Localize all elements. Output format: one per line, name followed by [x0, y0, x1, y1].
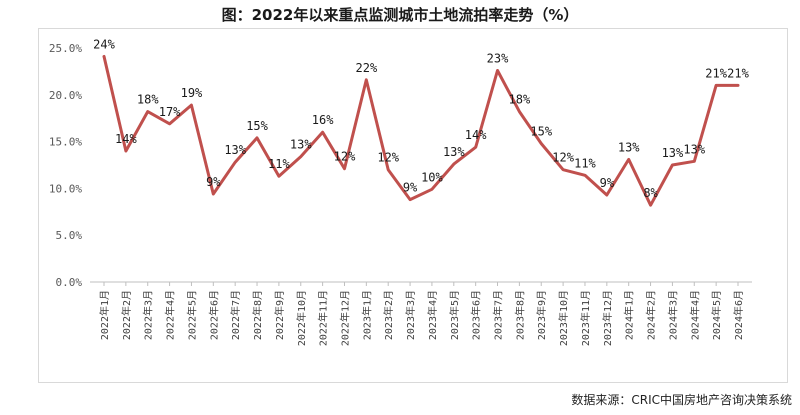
- data-label: 14%: [115, 132, 137, 146]
- data-label: 9%: [206, 175, 221, 189]
- data-label: 10%: [421, 170, 443, 184]
- data-label: 8%: [643, 186, 658, 200]
- data-label: 22%: [356, 61, 378, 75]
- data-label: 11%: [574, 156, 596, 170]
- x-tick-label: 2023年9月: [535, 290, 548, 340]
- data-label: 18%: [137, 93, 159, 107]
- data-label: 16%: [312, 113, 334, 127]
- x-tick-label: 2023年6月: [470, 290, 483, 340]
- series-line: [102, 54, 740, 207]
- x-tick-label: 2023年1月: [360, 290, 373, 340]
- data-label: 9%: [600, 176, 615, 190]
- data-label: 12%: [552, 151, 574, 165]
- x-tick-label: 2022年8月: [251, 290, 264, 340]
- x-tick-label: 2023年12月: [601, 290, 614, 346]
- source-note: 数据来源：CRIC中国房地产咨询决策系统: [571, 393, 792, 407]
- x-tick-label: 2023年5月: [448, 290, 461, 340]
- x-tick-label: 2023年10月: [557, 290, 570, 346]
- data-label: 15%: [530, 124, 552, 138]
- data-label: 21%: [727, 66, 749, 80]
- y-tick-label: 20.0%: [49, 89, 82, 102]
- data-label: 13%: [618, 140, 640, 154]
- x-tick-label: 2023年7月: [492, 290, 505, 340]
- data-label: 14%: [465, 128, 487, 142]
- data-label: 12%: [334, 150, 356, 164]
- x-tick-label: 2022年3月: [142, 290, 155, 340]
- x-tick-label: 2022年4月: [164, 290, 177, 340]
- x-tick-label: 2023年11月: [579, 290, 592, 346]
- data-label: 13%: [662, 146, 684, 160]
- x-tick-label: 2023年8月: [513, 290, 526, 340]
- x-tick-label: 2023年4月: [426, 290, 439, 340]
- data-label: 18%: [509, 93, 531, 107]
- x-tick-label: 2024年1月: [623, 290, 636, 340]
- x-tick-label: 2022年11月: [317, 290, 330, 346]
- data-label: 24%: [93, 37, 115, 51]
- chart-title: 图：2022年以来重点监测城市土地流拍率走势（%）: [221, 6, 579, 24]
- x-tick-label: 2024年4月: [688, 290, 701, 340]
- x-tick-label: 2022年1月: [98, 290, 111, 340]
- x-tick-label: 2022年10月: [295, 290, 308, 346]
- x-tick-label: 2022年12月: [338, 290, 351, 346]
- x-tick-label: 2023年3月: [404, 290, 417, 340]
- data-label: 19%: [181, 86, 203, 100]
- data-label: 15%: [246, 119, 268, 133]
- x-tick-label: 2022年7月: [229, 290, 242, 340]
- x-tick-label: 2024年2月: [645, 290, 658, 340]
- x-tick-label: 2024年6月: [732, 290, 745, 340]
- chart-frame: [38, 28, 788, 383]
- data-label: 13%: [290, 138, 312, 152]
- x-tick-label: 2024年3月: [666, 290, 679, 340]
- data-label: 23%: [487, 51, 509, 65]
- y-tick-label: 0.0%: [56, 276, 83, 289]
- data-label: 13%: [224, 143, 246, 157]
- data-label: 13%: [683, 142, 705, 156]
- data-label: 13%: [443, 145, 465, 159]
- x-tick-label: 2022年6月: [207, 290, 220, 340]
- y-tick-label: 5.0%: [56, 229, 83, 242]
- y-tick-label: 15.0%: [49, 136, 82, 149]
- x-tick-label: 2022年9月: [273, 290, 286, 340]
- data-label: 21%: [705, 66, 727, 80]
- y-tick-label: 25.0%: [49, 42, 82, 55]
- data-label: 11%: [268, 157, 290, 171]
- x-tick-label: 2022年5月: [185, 290, 198, 340]
- x-tick-label: 2024年5月: [710, 290, 723, 340]
- data-label: 12%: [377, 151, 399, 165]
- y-tick-label: 10.0%: [49, 182, 82, 195]
- x-tick-label: 2022年2月: [120, 290, 133, 340]
- data-label: 9%: [403, 181, 418, 195]
- x-tick-label: 2023年2月: [382, 290, 395, 340]
- data-label: 17%: [159, 105, 181, 119]
